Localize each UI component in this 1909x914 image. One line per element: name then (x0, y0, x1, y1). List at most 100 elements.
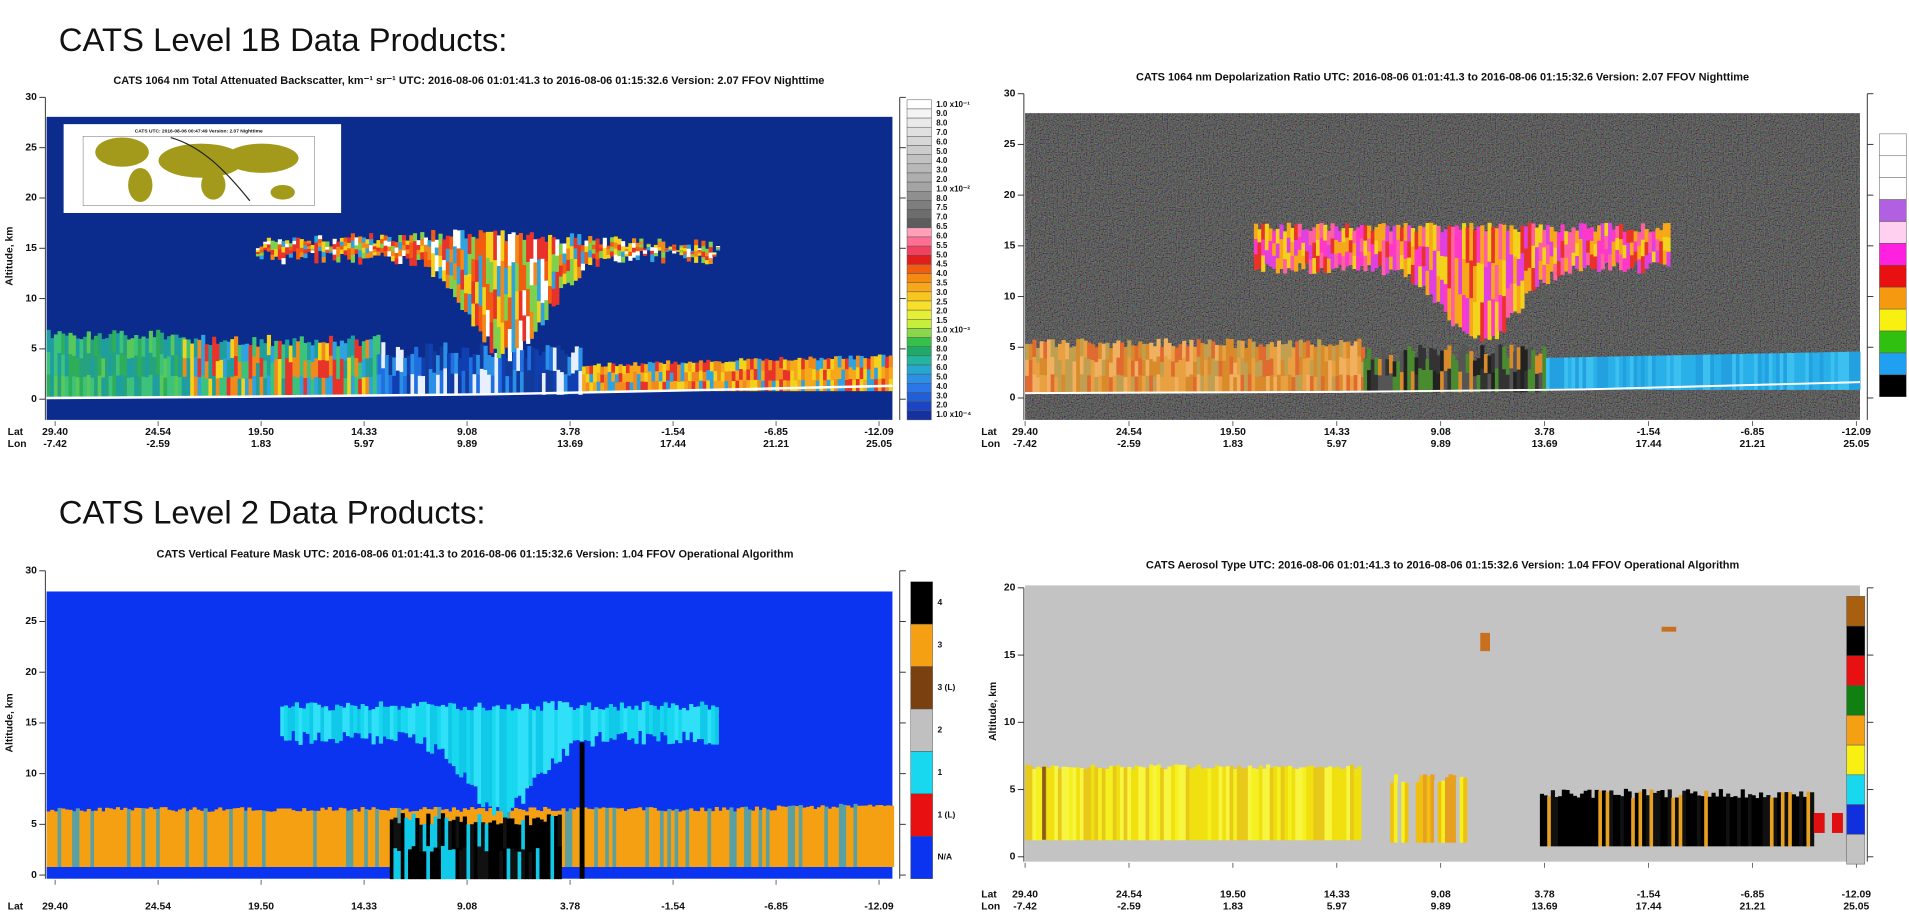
aerosol-layer (86, 374, 91, 398)
colorbar-swatch (1879, 330, 1907, 354)
aerosol-layer (868, 804, 873, 868)
aerosol-layer (1718, 789, 1723, 847)
aerosol-layer (1207, 356, 1212, 375)
aerosol-layer (339, 377, 345, 397)
aerosol-layer (1083, 357, 1088, 376)
aerosol-layer (325, 343, 330, 362)
colorbar-label: 5.5 (936, 241, 948, 250)
aerosol-layer (1328, 766, 1333, 841)
aerosol-layer (1306, 766, 1311, 841)
cloud (332, 249, 337, 256)
cloud (1410, 246, 1416, 266)
cloud (1542, 229, 1547, 248)
cloud (1334, 226, 1339, 241)
aerosol-layer (46, 811, 51, 868)
cloud (1637, 259, 1642, 274)
aerosol-layer (1831, 812, 1837, 833)
cloud (683, 251, 688, 256)
cloud (1513, 256, 1518, 285)
aerosol-layer (1353, 768, 1358, 841)
cloud (586, 702, 592, 741)
cloud (653, 250, 659, 254)
cloud (281, 252, 286, 259)
aerosol-layer (1443, 349, 1448, 372)
cloud-column (422, 851, 427, 880)
cloud (380, 234, 385, 240)
aerosol-layer (1152, 765, 1158, 841)
aerosol-layer (72, 811, 77, 868)
colorbar-swatch (906, 236, 932, 247)
cloud (1312, 257, 1317, 274)
cloud (391, 245, 396, 252)
cloud (1381, 240, 1386, 259)
aerosol-layer (1130, 768, 1136, 841)
aerosol-layer (1065, 359, 1070, 377)
colorbar-swatch (1879, 308, 1907, 332)
aerosol-layer (314, 339, 319, 359)
aerosol-layer (1145, 375, 1150, 393)
aerosol-layer (53, 375, 59, 398)
cloud (639, 238, 644, 243)
aerosol-layer (765, 809, 770, 868)
cloud-column (495, 851, 500, 880)
aerosol-layer (596, 363, 601, 374)
cloud (358, 243, 363, 251)
aerosol-layer (1277, 340, 1282, 359)
cloud-column (506, 848, 511, 880)
aerosol-layer (53, 355, 59, 377)
cloud (1326, 258, 1332, 273)
aerosol-layer (343, 343, 348, 362)
cloud (324, 706, 329, 742)
aerosol-layer (1784, 792, 1789, 847)
lon-value: 25.05 (1843, 439, 1869, 450)
aerosol-layer (669, 372, 674, 383)
cloud (705, 256, 710, 261)
aerosol-layer (1370, 375, 1375, 393)
cloud (555, 239, 560, 257)
cloud (292, 244, 297, 249)
aerosol-layer (1655, 355, 1660, 390)
aerosol-layer (1130, 345, 1136, 362)
aerosol-layer (1813, 812, 1818, 833)
cloud-column (492, 849, 497, 880)
aerosol-layer (1569, 793, 1574, 847)
aerosol-layer (1229, 766, 1234, 841)
cloud-column (492, 820, 497, 851)
colorbar-label: 1.0 x10⁻¹ (936, 100, 970, 109)
cloud (1272, 255, 1277, 269)
aerosol-layer (1185, 346, 1190, 362)
aerosol-layer (1370, 359, 1375, 377)
aerosol-layer (174, 376, 179, 398)
aerosol-layer (1028, 765, 1033, 841)
aerosol-layer (1598, 790, 1603, 847)
cloud (398, 256, 403, 264)
aerosol-layer (159, 375, 164, 398)
cloud (1582, 238, 1587, 254)
aerosol-layer (634, 808, 639, 868)
aerosol-layer (126, 339, 132, 360)
aerosol-layer (163, 358, 168, 379)
cloud (715, 247, 721, 249)
cloud (639, 241, 644, 246)
cloud (606, 251, 611, 256)
aerosol-layer (72, 376, 77, 398)
aerosol-layer (1222, 345, 1227, 362)
aerosol-layer (1302, 342, 1307, 360)
cloud (510, 710, 515, 808)
cloud (431, 230, 436, 243)
aerosol-layer (1233, 347, 1238, 364)
aerosol-layer (636, 382, 641, 392)
aerosol-layer (1524, 370, 1529, 393)
cloud (515, 234, 520, 264)
aerosol-layer (790, 380, 795, 392)
aerosol-layer (835, 807, 840, 868)
cloud (591, 253, 596, 259)
aerosol-layer (361, 359, 366, 378)
aerosol-layer (1715, 796, 1720, 847)
aerosol-layer (1779, 353, 1784, 390)
aerosol-layer (819, 368, 824, 381)
cloud (610, 246, 615, 252)
cloud-column (532, 848, 537, 880)
lat-value: 24.54 (1116, 427, 1142, 438)
aerosol-layer (709, 381, 715, 392)
